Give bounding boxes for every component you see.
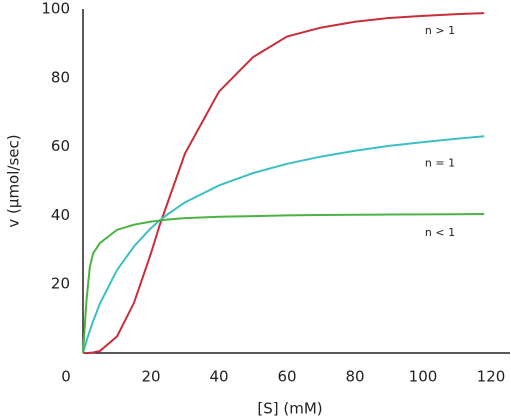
line-series: [82, 213, 485, 354]
x-tick-label: 20: [141, 368, 160, 386]
y-axis-title: v (μmol/sec): [5, 134, 23, 227]
x-tick-label: 60: [277, 368, 296, 386]
x-tick-label: 100: [409, 368, 438, 386]
line-series: [82, 12, 485, 354]
y-tick-label: 100: [41, 0, 70, 18]
y-tick-label: 20: [51, 275, 70, 293]
x-tick-label: 120: [477, 368, 506, 386]
y-tick-label: 80: [51, 68, 70, 86]
line-series: [82, 135, 485, 354]
y-tick-label: 40: [51, 206, 70, 224]
x-tick-label: 80: [345, 368, 364, 386]
x-axis-title: [S] (mM): [257, 400, 322, 418]
y-tick-label: 60: [51, 137, 70, 155]
series-label: n < 1: [425, 226, 455, 239]
series-label: n = 1: [425, 156, 455, 169]
x-tick-label: 40: [209, 368, 228, 386]
x-tick-label: 0: [61, 368, 71, 386]
series-label: n > 1: [425, 24, 455, 37]
